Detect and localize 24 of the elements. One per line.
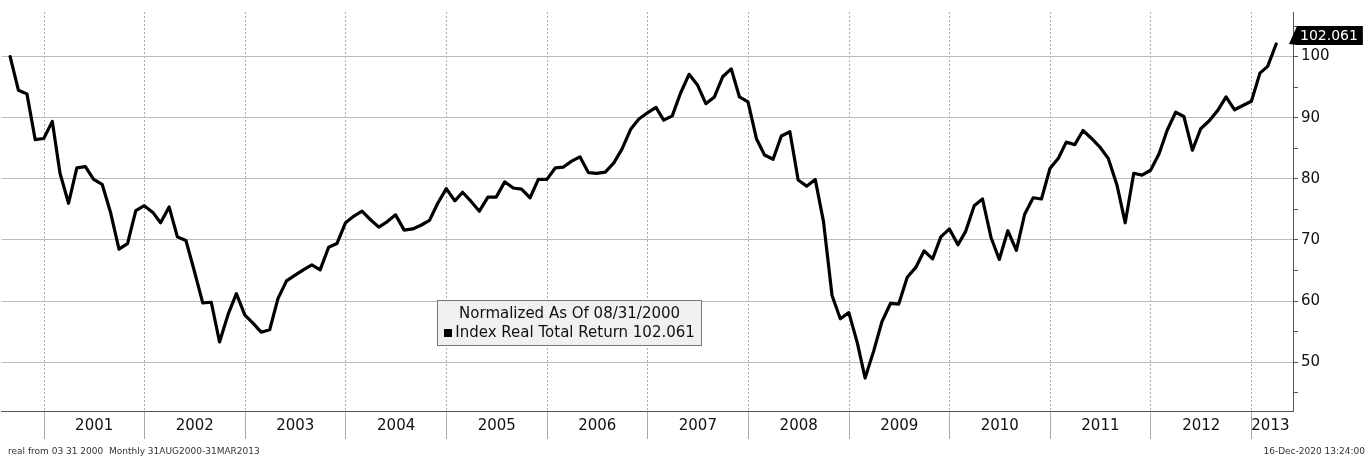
legend-label: Index Real Total Return 102.061	[455, 323, 695, 342]
x-tick-label: 2011	[1081, 415, 1120, 434]
x-tick-label: 2001	[75, 415, 114, 434]
legend-title: Normalized As Of 08/31/2000	[458, 304, 682, 324]
x-tick-label: 2002	[175, 415, 214, 434]
x-tick-label: 2012	[1182, 415, 1221, 434]
x-tick-label: 2004	[377, 415, 416, 434]
x-tick-label: 2007	[678, 415, 717, 434]
y-tick-label: 100	[1301, 46, 1330, 65]
text: 16-Dec-2020 13:24:00	[1263, 445, 1366, 456]
x-tick-label: 2010	[980, 415, 1019, 434]
y-tick-label: 90	[1301, 107, 1321, 126]
x-tick-label: 2008	[779, 415, 818, 434]
x-tick-label: 2013	[1251, 415, 1290, 434]
y-tick-label: 50	[1301, 352, 1321, 371]
y-tick-label: 60	[1301, 290, 1321, 309]
x-tick-label: 2003	[276, 415, 315, 434]
x-tick-label: 2005	[477, 415, 516, 434]
x-tick-label: 2009	[880, 415, 919, 434]
x-tick-label: 2006	[578, 415, 617, 434]
y-tick-label: 70	[1301, 229, 1321, 248]
y-tick-label: 80	[1301, 168, 1321, 187]
annotation: 102.061	[1300, 26, 1358, 43]
text: real from 03 31 2000 Monthly 31AUG2000-31MAR2013	[8, 445, 260, 456]
